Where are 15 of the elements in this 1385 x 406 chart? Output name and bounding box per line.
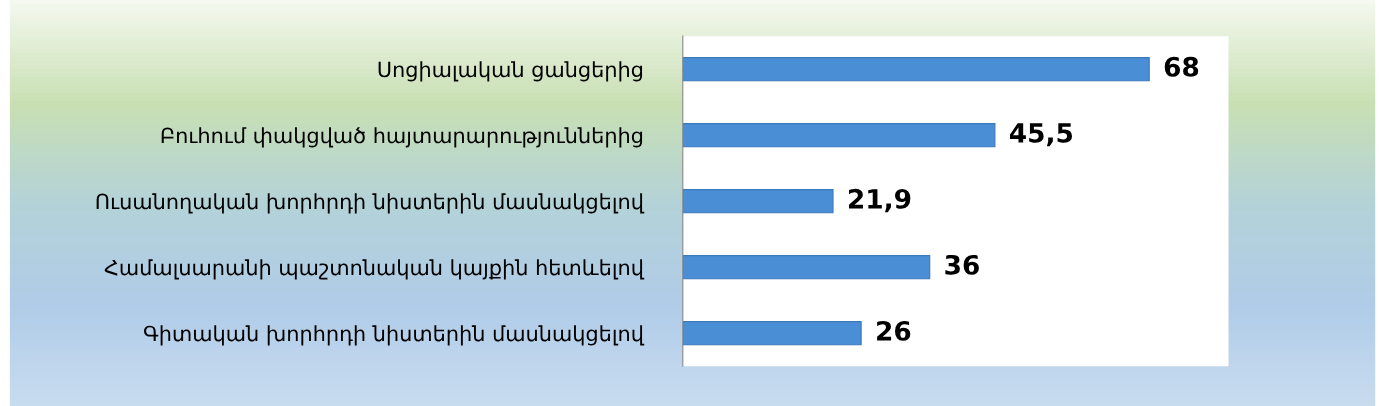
y-tick-label: Գիտական խորհրդի նիստերին մասնակցելով — [144, 325, 645, 346]
bar — [682, 57, 1150, 82]
data-label: 36 — [945, 254, 979, 275]
y-tick-label: Սոցիալական ցանցերից — [378, 61, 643, 82]
y-tick-label: Բուհում փակցված հայտարարություններից — [161, 127, 643, 148]
bar — [682, 321, 862, 346]
data-label: 68 — [1164, 56, 1199, 77]
data-label: 21,9 — [848, 188, 911, 213]
bar — [682, 123, 996, 148]
y-tick-label: Համալսարանի պաշտոնական կայքին հետևելով — [104, 259, 645, 280]
data-label: 26 — [877, 320, 911, 341]
data-label: 45,5 — [1009, 123, 1073, 147]
bar — [682, 189, 834, 214]
y-tick-label: Ուսանողական խորհրդի նիստերին մասնակցելով — [96, 193, 645, 214]
bar — [682, 255, 931, 280]
